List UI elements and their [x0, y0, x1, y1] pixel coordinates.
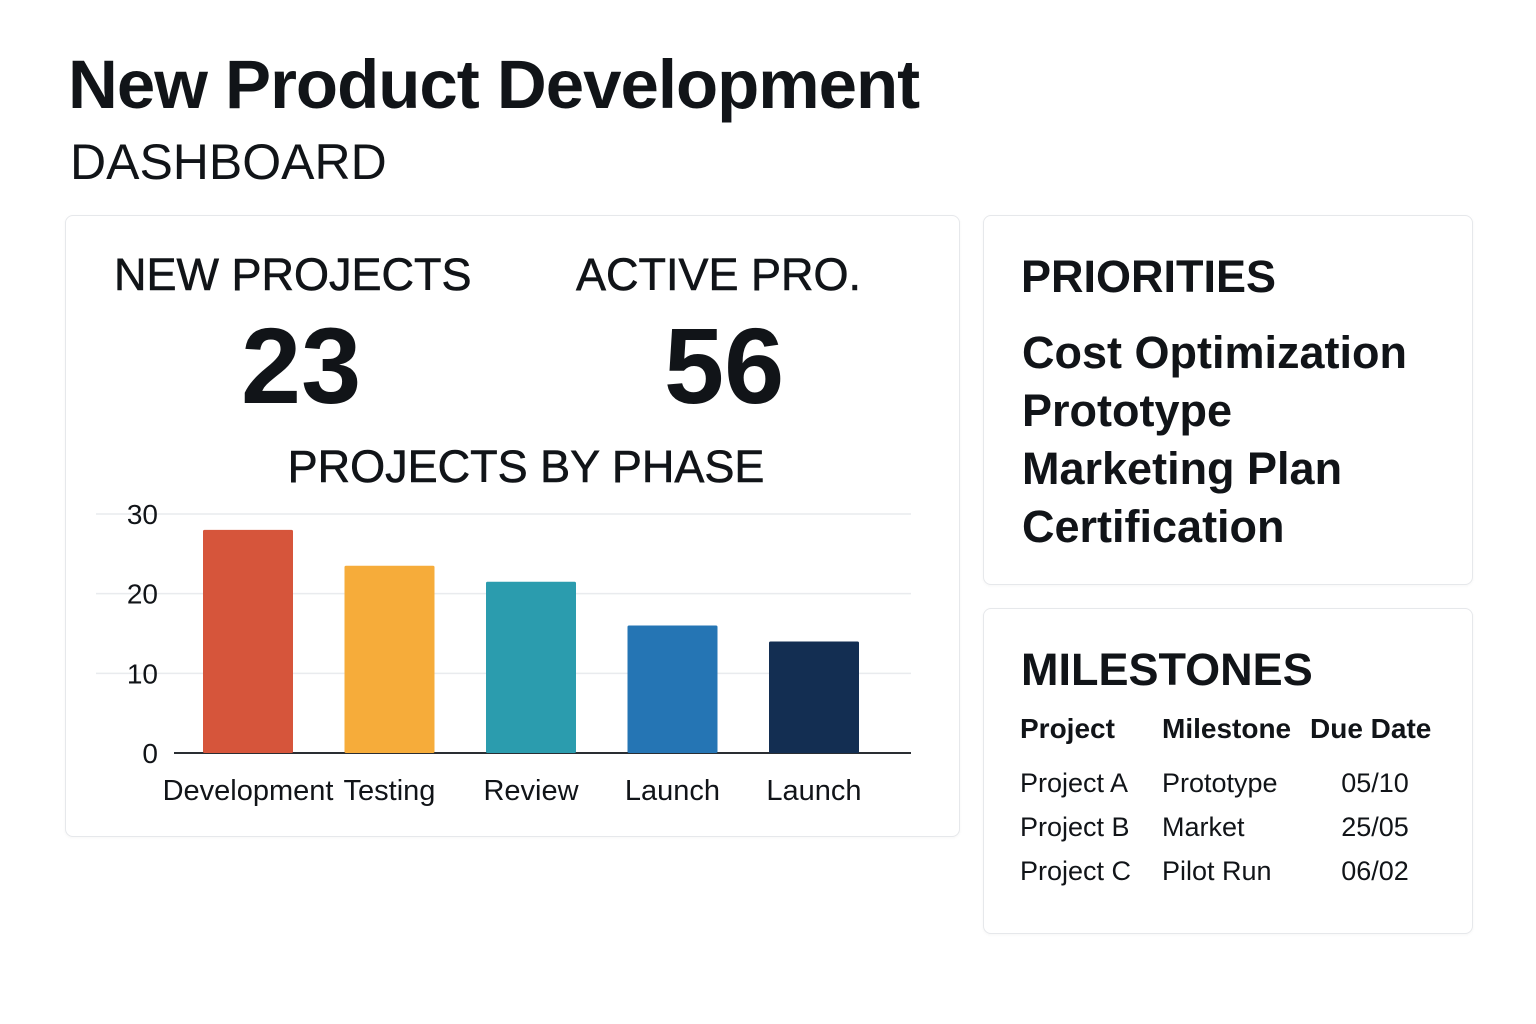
y-tick-label: 30 [127, 499, 158, 530]
y-tick-label: 10 [127, 658, 158, 689]
cell-project: Project C [1020, 855, 1132, 886]
cell-milestone: Prototype [1162, 767, 1278, 798]
y-tick-label: 0 [142, 738, 158, 769]
x-tick-label: Review [483, 775, 579, 807]
table-row: Project B Market 25/05 [1014, 811, 1440, 855]
overview-card: NEW PROJECTS 23 ACTIVE PRO. 56 PROJECTS … [65, 215, 960, 837]
projects-by-phase-chart: 0 10 20 30 Development Testing Review Launch Lau… [96, 499, 911, 807]
table-row: Project C Pilot Run 06/02 [1014, 855, 1440, 899]
x-tick-label: Launch [766, 775, 861, 807]
bar-3 [486, 581, 576, 753]
milestones-card: MILESTONES Project Milestone Due Date Pr… [983, 608, 1473, 934]
y-tick-label: 20 [127, 579, 158, 610]
x-tick-label: Testing [344, 775, 436, 807]
bar-2 [344, 565, 435, 753]
bar-4 [627, 625, 718, 753]
priorities-card: PRIORITIES Cost Optimization Prototype M… [983, 215, 1473, 585]
bar-1 [203, 529, 293, 753]
milestones-heading: MILESTONES [1021, 644, 1313, 695]
table-header-row: Project Milestone Due Date [1014, 713, 1440, 767]
priority-item: Cost Optimization [1022, 327, 1407, 378]
cell-due-date: 06/02 [1341, 855, 1409, 886]
x-tick-label: Development [163, 775, 334, 807]
priorities-list: Cost Optimization Prototype Marketing Pl… [1022, 324, 1407, 556]
chart-title: PROJECTS BY PHASE [287, 441, 765, 492]
column-header-project: Project [1020, 713, 1115, 744]
cell-milestone: Pilot Run [1162, 855, 1272, 886]
cell-project: Project A [1020, 767, 1129, 798]
priority-item: Certification [1022, 501, 1285, 552]
column-header-milestone: Milestone [1162, 713, 1292, 744]
priority-item: Marketing Plan [1022, 443, 1343, 494]
page-title: New Product Development [68, 46, 920, 123]
column-header-due-date: Due Date [1310, 713, 1432, 744]
cell-due-date: 25/05 [1341, 811, 1409, 842]
cell-milestone: Market [1162, 811, 1245, 842]
page-subtitle: DASHBOARD [70, 134, 387, 190]
active-projects-value: 56 [664, 305, 785, 426]
cell-due-date: 05/10 [1341, 767, 1409, 798]
new-projects-label: NEW PROJECTS [114, 249, 472, 300]
priority-item: Prototype [1022, 385, 1233, 436]
milestones-table: Project Milestone Due Date Project A Pro… [1014, 713, 1440, 899]
bar-5 [769, 641, 859, 753]
table-row: Project A Prototype 05/10 [1014, 767, 1440, 811]
cell-project: Project B [1020, 811, 1130, 842]
x-tick-label: Launch [625, 775, 720, 807]
new-projects-value: 23 [241, 305, 362, 426]
active-projects-label: ACTIVE PRO. [576, 249, 862, 300]
priorities-heading: PRIORITIES [1021, 251, 1277, 302]
